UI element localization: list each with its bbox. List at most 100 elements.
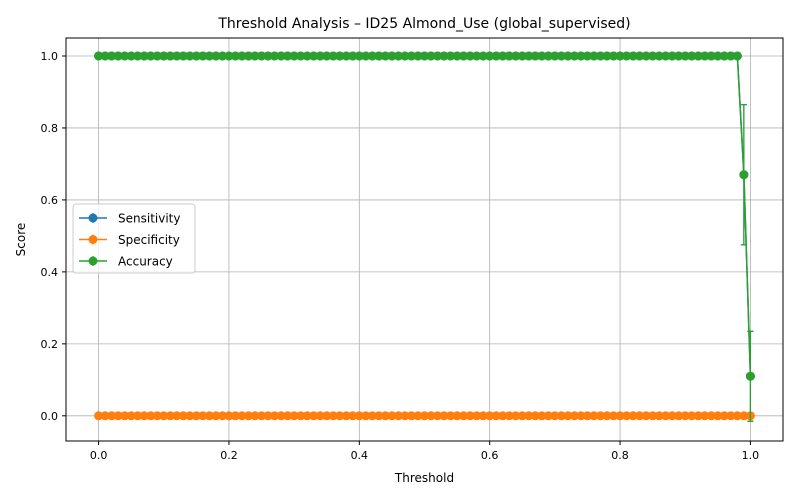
data-point (185, 51, 195, 61)
y-axis-label: Score (14, 223, 28, 257)
data-point (296, 51, 306, 61)
data-point (107, 51, 117, 61)
series-layer (94, 51, 755, 422)
data-point (420, 51, 429, 61)
data-point (465, 411, 475, 421)
data-point (276, 51, 286, 61)
x-tick-label: 0.8 (611, 449, 629, 462)
data-point (609, 51, 619, 61)
data-point (687, 411, 697, 421)
data-point (374, 411, 384, 421)
data-point (146, 51, 156, 61)
data-point (628, 51, 638, 61)
data-point (413, 411, 423, 421)
data-point (433, 51, 443, 61)
data-point (406, 411, 416, 421)
data-point (706, 411, 716, 421)
plot-frame (65, 37, 784, 442)
data-point (459, 51, 469, 61)
data-point (276, 411, 286, 421)
data-point (315, 51, 325, 61)
data-point (250, 51, 260, 61)
data-point (674, 411, 684, 421)
data-point (635, 51, 645, 61)
data-point (426, 51, 436, 61)
data-point (348, 411, 358, 421)
data-point (517, 411, 527, 421)
data-point (178, 51, 188, 61)
data-point (289, 51, 299, 61)
data-point (191, 51, 201, 61)
data-point (537, 411, 547, 421)
data-point (126, 411, 136, 421)
data-point (178, 411, 188, 421)
data-point (576, 51, 586, 61)
data-point (159, 411, 169, 421)
data-point (94, 51, 104, 61)
data-point (648, 51, 658, 61)
data-point (530, 411, 540, 421)
data-point (204, 411, 214, 421)
data-point (133, 411, 143, 421)
data-point (237, 411, 247, 421)
data-point (504, 51, 514, 61)
data-point (530, 51, 540, 61)
legend: Sensitivity Specificity Accuracy (72, 203, 196, 274)
data-point (159, 51, 169, 61)
legend-label: Accuracy (118, 255, 173, 269)
legend-item-specificity: Specificity (79, 233, 180, 247)
data-point (446, 411, 456, 421)
x-tick-label: 0.2 (220, 449, 238, 462)
data-point (504, 411, 514, 421)
data-point (348, 51, 358, 61)
data-point (224, 51, 234, 61)
data-point (263, 51, 273, 61)
data-point (152, 411, 162, 421)
data-point (374, 51, 384, 61)
data-point (139, 51, 149, 61)
data-point (648, 411, 658, 421)
legend-label: Sensitivity (118, 212, 180, 226)
y-axis: 0.0 0.2 0.4 0.6 0.8 1.0 (41, 50, 66, 423)
data-point (263, 411, 273, 421)
data-point (107, 411, 117, 421)
data-point (739, 411, 749, 421)
data-point (433, 411, 443, 421)
data-point (309, 411, 319, 421)
data-point (700, 51, 710, 61)
data-point (732, 51, 742, 61)
data-point (713, 411, 723, 421)
data-point (745, 371, 755, 381)
data-point (582, 411, 592, 421)
data-point (635, 411, 645, 421)
data-point (609, 411, 619, 421)
data-point (217, 411, 227, 421)
data-point (485, 411, 495, 421)
data-point (498, 411, 508, 421)
data-point (133, 51, 143, 61)
data-point (641, 411, 651, 421)
data-point (511, 411, 521, 421)
data-point (172, 51, 182, 61)
data-point (322, 51, 332, 61)
data-point (654, 411, 664, 421)
data-point (211, 51, 221, 61)
data-point (472, 411, 482, 421)
series-line-sensitivity (98, 55, 752, 377)
data-point (719, 51, 729, 61)
data-point (198, 411, 208, 421)
data-point (328, 51, 338, 61)
data-point (100, 411, 110, 421)
legend-item-sensitivity: Sensitivity (79, 212, 180, 226)
data-point (439, 411, 449, 421)
data-point (550, 51, 560, 61)
y-tick-label: 0.6 (41, 194, 59, 207)
data-point (478, 411, 488, 421)
data-point (602, 411, 612, 421)
legend-label: Specificity (118, 233, 180, 247)
data-point (582, 51, 592, 61)
data-point (309, 51, 319, 61)
data-point (204, 51, 214, 61)
data-point (113, 51, 123, 61)
